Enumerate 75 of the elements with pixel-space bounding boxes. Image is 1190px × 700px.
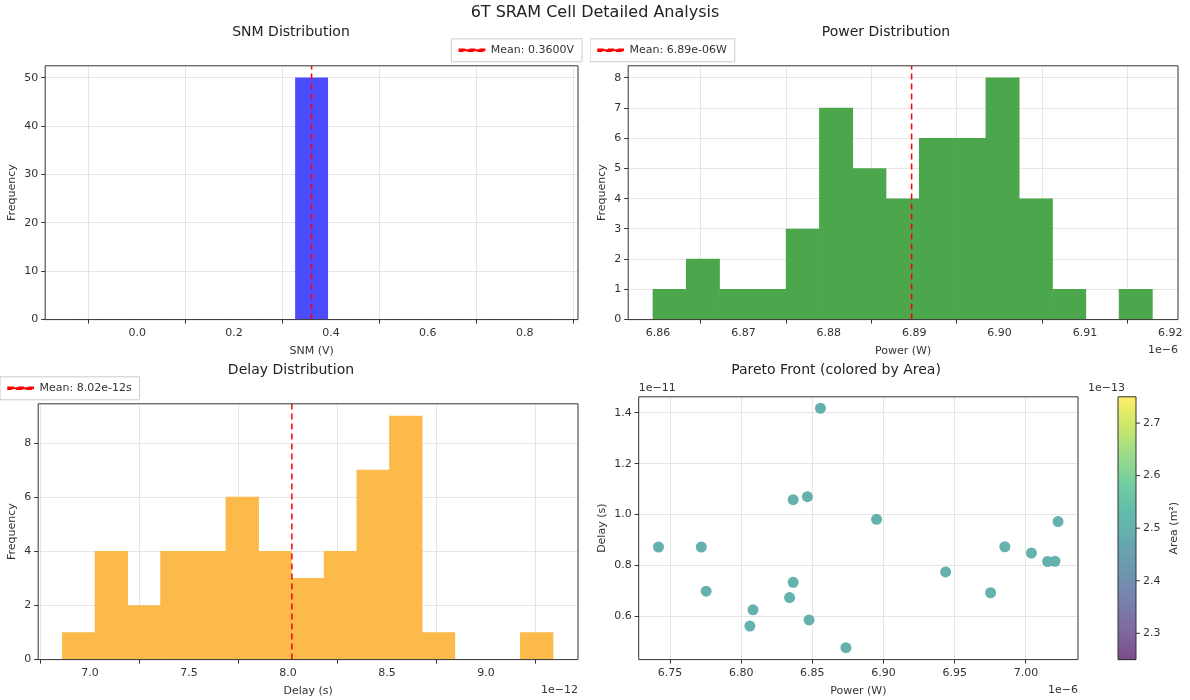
color-bar-title: Area (m²) <box>1166 501 1180 555</box>
y-tick-label: 3 <box>614 221 622 235</box>
y-tick-label: 40 <box>24 119 39 133</box>
y-tick-label: 50 <box>24 70 39 84</box>
y-tick-label: 2 <box>24 598 32 612</box>
y-axis-title: Frequency <box>5 163 19 222</box>
y-tick-label: 8 <box>24 435 32 449</box>
y-tick-label: 1 <box>614 282 622 296</box>
x-tick-label: 8.0 <box>279 666 297 680</box>
y-tick-label: 0 <box>24 652 32 666</box>
y-tick-label: 1.2 <box>614 456 632 470</box>
x-tick-label: 7.00 <box>1013 666 1039 680</box>
y-tick-label: 30 <box>24 167 39 181</box>
x-axis-title: SNM (V) <box>289 344 334 358</box>
x-tick-label: 7.5 <box>180 666 198 680</box>
y-tick-label: 0 <box>31 312 39 326</box>
color-bar-label: 2.3 <box>1143 626 1161 640</box>
y-tick-label: 1.0 <box>614 507 632 521</box>
y-tick-label: 1.4 <box>614 405 632 419</box>
color-bar-label: 2.6 <box>1143 468 1161 482</box>
x-tick-label: 6.75 <box>657 666 683 680</box>
y-axis-title: Frequency <box>5 502 19 561</box>
chart-title: SNM Distribution <box>232 23 350 40</box>
y-tick-label: 6 <box>24 490 32 504</box>
x-tick-label: 6.86 <box>645 326 671 340</box>
y-tick-label: 2 <box>614 252 622 266</box>
text: 1e−6 <box>1148 343 1178 357</box>
legend-label: Mean: 0.3600V <box>490 43 575 57</box>
color-bar-label: 2.5 <box>1143 521 1161 535</box>
x-tick-label: 7.0 <box>81 666 99 680</box>
x-tick-label: 0.6 <box>419 326 437 340</box>
x-tick-label: 0.4 <box>322 326 340 340</box>
y-tick-label: 0.8 <box>614 558 632 572</box>
color-bar-label: 2.7 <box>1143 415 1161 429</box>
y-tick-label: 6 <box>614 131 622 145</box>
y-tick-label: 0 <box>614 312 622 326</box>
x-tick-label: 6.88 <box>816 326 842 340</box>
chart-title: Delay Distribution <box>227 361 355 378</box>
x-tick-label: 6.89 <box>901 326 927 340</box>
text: 6T SRAM Cell Detailed Analysis <box>469 2 721 21</box>
y-tick-label: 4 <box>24 544 32 558</box>
y-tick-label: 5 <box>614 161 622 175</box>
x-axis-title: Power (W) <box>874 344 932 358</box>
chart-title: Pareto Front (colored by Area) <box>731 361 941 378</box>
legend-label: Mean: 8.02e-12s <box>39 381 132 395</box>
text: 1e−13 <box>1088 381 1125 395</box>
x-tick-label: 6.92 <box>1158 326 1183 340</box>
text: 1e−6 <box>1048 683 1078 697</box>
y-axis-title: Frequency <box>595 163 609 222</box>
x-tick-label: 0.2 <box>225 326 243 340</box>
y-tick-label: 8 <box>614 70 622 84</box>
x-tick-label: 0.8 <box>515 326 534 340</box>
x-tick-label: 0.0 <box>128 326 146 340</box>
text: 1e−11 <box>638 381 676 395</box>
text: 1e−12 <box>541 683 578 697</box>
x-tick-label: 6.80 <box>728 666 754 680</box>
x-axis-title: Delay (s) <box>283 684 333 698</box>
x-tick-label: 6.95 <box>942 666 967 680</box>
y-tick-label: 7 <box>614 100 622 114</box>
color-bar-label: 2.4 <box>1143 573 1161 587</box>
x-tick-label: 6.85 <box>800 666 825 680</box>
y-tick-label: 4 <box>614 191 622 205</box>
x-tick-label: 6.90 <box>871 666 896 680</box>
y-tick-label: 10 <box>24 264 39 278</box>
y-axis-title: Delay (s) <box>595 503 609 553</box>
x-tick-label: 9.0 <box>477 666 495 680</box>
x-tick-label: 6.91 <box>1072 326 1098 340</box>
x-tick-label: 8.5 <box>378 666 396 680</box>
chart-title: Power Distribution <box>821 23 951 40</box>
x-axis-title: Power (W) <box>830 684 887 698</box>
legend-label: Mean: 6.89e-06W <box>629 43 727 57</box>
x-tick-label: 6.87 <box>731 326 756 340</box>
y-tick-label: 20 <box>24 215 39 229</box>
y-tick-label: 0.6 <box>614 609 632 622</box>
x-tick-label: 6.90 <box>987 326 1012 340</box>
